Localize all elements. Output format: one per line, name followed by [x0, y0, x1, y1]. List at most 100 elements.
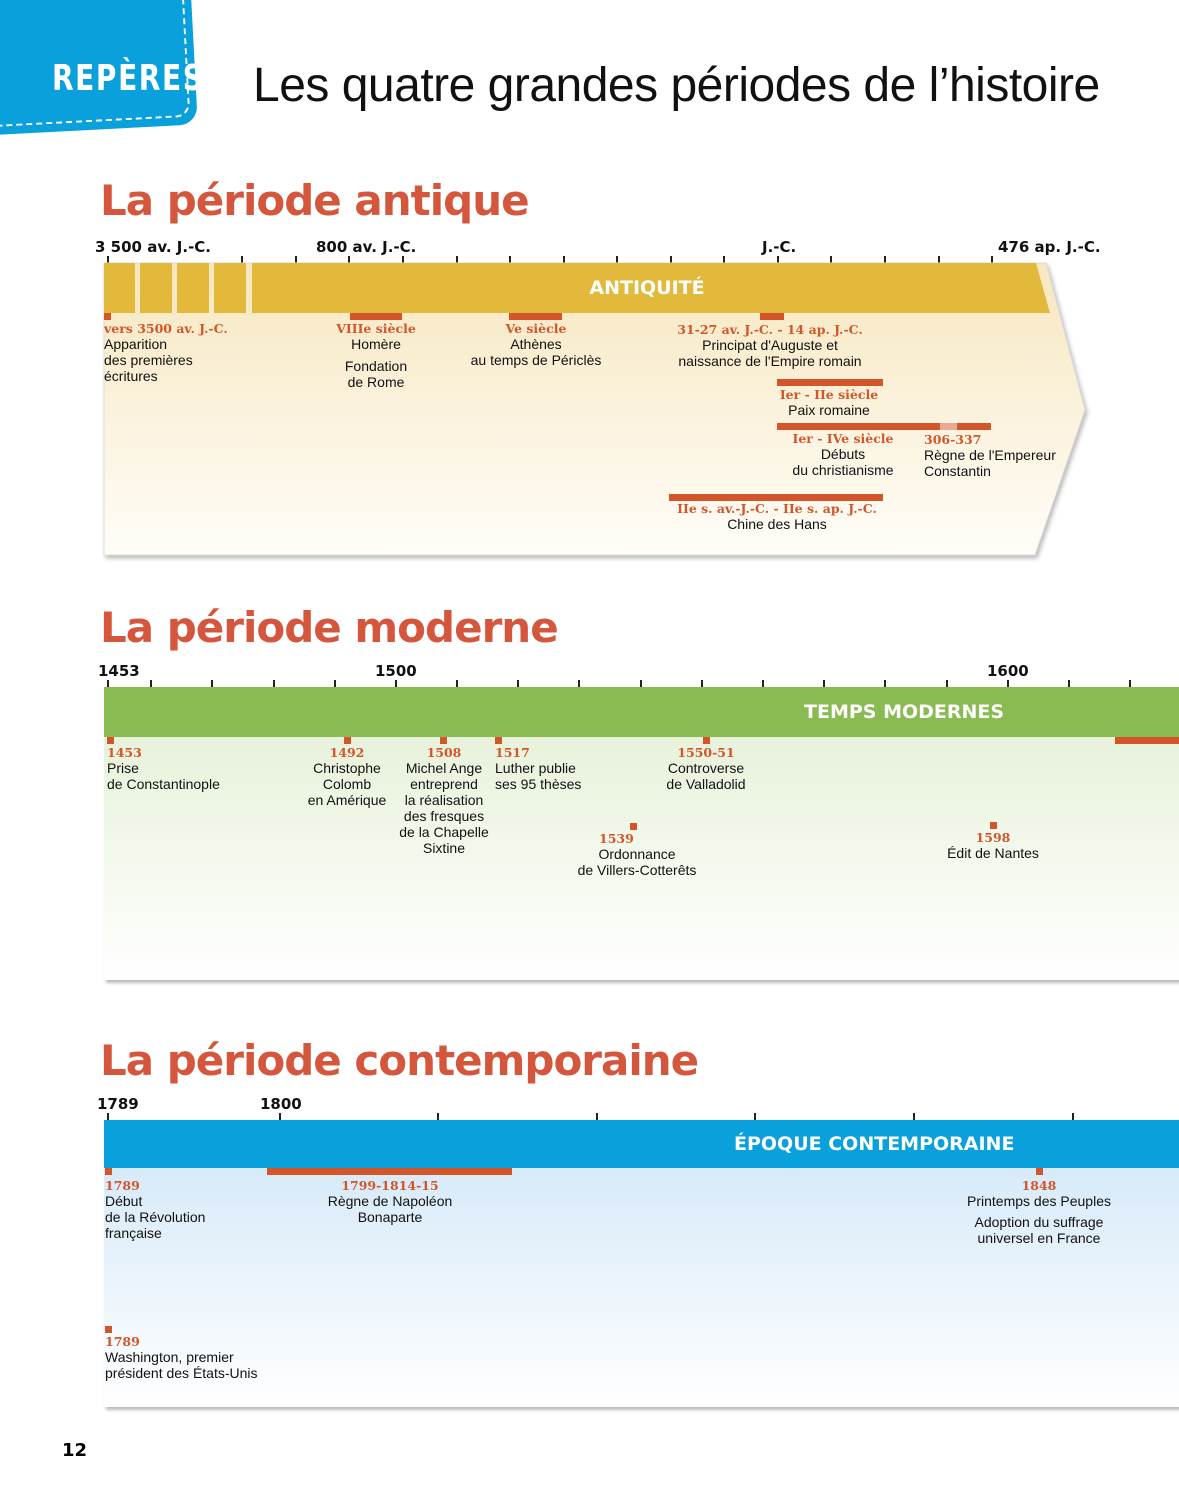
- period-band-temps-modernes: TEMPS MODERNES: [104, 687, 1179, 737]
- axis-tick: [402, 256, 404, 263]
- page-title: Les quatre grandes périodes de l’histoir…: [253, 59, 1100, 112]
- event-marker: [267, 1168, 512, 1175]
- event-marker: [760, 313, 784, 320]
- axis-tick: [616, 256, 618, 263]
- event: 1508 Michel Ange entreprend la réalisatio…: [399, 745, 489, 857]
- period-band-antiquite: ANTIQUITÉ: [589, 277, 705, 299]
- axis-tick: [395, 680, 397, 687]
- axis-tick: [1072, 1113, 1074, 1120]
- event: 306-337 Règne de l'Empereur Constantin: [924, 432, 1056, 480]
- event-marker: [344, 737, 351, 744]
- section-title-contemporaine: La période contemporaine: [100, 1036, 699, 1085]
- event-marker: [350, 313, 402, 320]
- event: 1517 Luther publie ses 95 thèses: [495, 745, 582, 793]
- axis-tick: [107, 256, 109, 263]
- event-marker: [703, 737, 710, 744]
- band-label: TEMPS MODERNES: [804, 701, 1005, 723]
- page-number: 12: [62, 1440, 88, 1461]
- axis-tick: [640, 680, 642, 687]
- event-marker: [509, 313, 562, 320]
- event-marker: [105, 1326, 112, 1333]
- event: 1539 Ordonnance de Villers-Cotterêts: [577, 831, 697, 879]
- axis-tick: [991, 256, 993, 263]
- axis-tick: [107, 1113, 109, 1120]
- axis-tick: [563, 256, 565, 263]
- axis-label: 1789: [97, 1095, 139, 1113]
- axis-tick: [670, 256, 672, 263]
- event: IIe s. av.-J.-C. - IIe s. ap. J.-C. Chine…: [677, 501, 877, 533]
- event-marker: [777, 423, 991, 430]
- event: 31-27 av. J.-C. - 14 ap. J.-C. Principat …: [677, 322, 863, 370]
- axis-label: 1600: [987, 662, 1029, 680]
- axis-tick: [1068, 680, 1070, 687]
- event: 1550-51 Controverse de Valladolid: [666, 745, 746, 793]
- event-marker: [104, 313, 111, 320]
- event-marker: [107, 737, 114, 744]
- axis-tick: [1007, 680, 1009, 687]
- event: Ier - IIe siècle Paix romaine: [779, 387, 879, 419]
- axis-tick: [938, 256, 940, 263]
- event: 1453 Prise de Constantinople: [107, 745, 220, 793]
- event-marker: [105, 1168, 112, 1175]
- axis-tick: [596, 1113, 598, 1120]
- event-marker: [440, 737, 447, 744]
- axis-tick: [437, 1113, 439, 1120]
- axis-tick: [509, 256, 511, 263]
- event: 1598 Édit de Nantes: [947, 830, 1039, 862]
- event: Adoption du suffrage universel en France: [974, 1214, 1104, 1246]
- axis-tick: [913, 1113, 915, 1120]
- axis-tick: [211, 680, 213, 687]
- axis-tick: [723, 256, 725, 263]
- axis-label: J.-C.: [762, 238, 797, 256]
- axis-label: 476 ap. J.-C.: [998, 238, 1101, 256]
- period-band-epoque-contemporaine: ÉPOQUE CONTEMPORAINE: [104, 1120, 1179, 1168]
- axis-tick: [456, 680, 458, 687]
- axis-label: 800 av. J.-C.: [316, 238, 417, 256]
- axis-tick: [1129, 680, 1131, 687]
- axis-tick: [830, 256, 832, 263]
- axis-tick: [279, 1113, 281, 1120]
- axis-tick: [456, 256, 458, 263]
- event-marker: [777, 379, 883, 386]
- event: 1789 Début de la Révolution française: [105, 1178, 206, 1242]
- axis-tick: [334, 680, 336, 687]
- event-marker-constantin: [940, 423, 957, 430]
- axis-tick: [762, 680, 764, 687]
- event-marker: [669, 494, 883, 501]
- axis-tick: [517, 680, 519, 687]
- event: Ier - IVe siècle Débuts du christianisme: [792, 431, 894, 479]
- axis-tick: [241, 256, 243, 263]
- axis-label: 1453: [98, 662, 140, 680]
- next-period-marker: [1115, 737, 1179, 744]
- axis-tick: [754, 1113, 756, 1120]
- axis-label: 3 500 av. J.-C.: [95, 238, 212, 256]
- axis-tick: [701, 680, 703, 687]
- antique-timeline-panel: [103, 262, 1086, 556]
- event: Ve siècle Athènes au temps de Périclès: [470, 321, 602, 369]
- event: 1848 Printemps des Peuples: [967, 1178, 1111, 1210]
- axis-label: 1500: [375, 662, 417, 680]
- event-marker: [630, 823, 637, 830]
- axis-tick: [946, 680, 948, 687]
- axis-tick: [273, 680, 275, 687]
- axis-tick: [884, 256, 886, 263]
- section-title-moderne: La période moderne: [100, 603, 559, 652]
- axis-tick: [150, 680, 152, 687]
- event-marker: [495, 737, 502, 744]
- axis-tick: [884, 680, 886, 687]
- axis-tick: [348, 256, 350, 263]
- axis-tick: [823, 680, 825, 687]
- event: VIIIe siècle Homère: [336, 321, 416, 353]
- axis-label: 1800: [260, 1095, 302, 1113]
- badge-label: REPÈRES: [52, 58, 205, 99]
- event: Fondation de Rome: [344, 358, 408, 390]
- event-marker: [990, 822, 997, 829]
- axis-tick: [295, 256, 297, 263]
- section-title-antique: La période antique: [100, 176, 530, 225]
- event: 1492 Christophe Colomb en Amérique: [307, 745, 387, 809]
- axis-tick: [777, 256, 779, 263]
- event: 1799-1814-15 Règne de Napoléon Bonaparte: [327, 1178, 453, 1226]
- event: vers 3500 av. J.-C. Apparition des premiè…: [104, 321, 228, 385]
- axis-tick: [578, 680, 580, 687]
